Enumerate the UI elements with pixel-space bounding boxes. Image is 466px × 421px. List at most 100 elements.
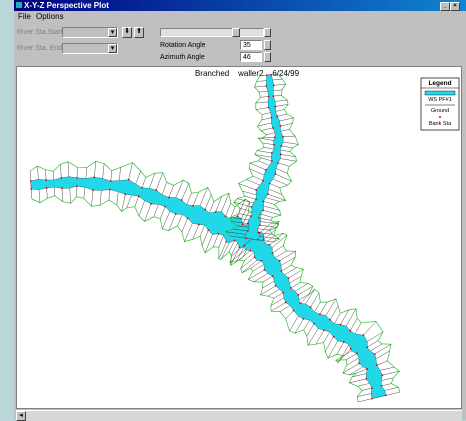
bank-station bbox=[268, 96, 270, 98]
bank-station bbox=[385, 394, 387, 396]
bank-station bbox=[268, 107, 270, 109]
bank-station bbox=[293, 310, 295, 312]
bank-station bbox=[350, 348, 352, 350]
bank-station bbox=[192, 205, 194, 207]
azimuth-angle-value[interactable]: 46 bbox=[240, 52, 262, 62]
bank-station bbox=[273, 144, 275, 146]
bank-station bbox=[254, 256, 256, 258]
rotation-angle-value[interactable]: 35 bbox=[240, 40, 262, 50]
legend-item: WS PF#1 bbox=[428, 97, 452, 103]
bank-station bbox=[262, 180, 264, 182]
bank-station bbox=[371, 398, 373, 400]
slider-thumb[interactable] bbox=[232, 28, 240, 37]
bank-station bbox=[299, 303, 301, 305]
menu-bar: File Options bbox=[14, 11, 466, 22]
bank-station bbox=[155, 189, 157, 191]
bank-station bbox=[356, 353, 358, 355]
horizontal-scrollbar[interactable]: ◂ bbox=[16, 410, 462, 421]
rotation-spinner[interactable] bbox=[264, 40, 271, 50]
bank-station bbox=[276, 115, 278, 117]
plot-area: Branched waller2 6/24/99 Legend WS PF#1 … bbox=[16, 66, 462, 409]
down-button[interactable]: ⬇ bbox=[122, 27, 132, 38]
bank-station bbox=[275, 173, 277, 175]
river-drawing bbox=[30, 74, 400, 402]
menu-file[interactable]: File bbox=[18, 11, 31, 22]
bank-station bbox=[204, 209, 206, 211]
bank-station bbox=[376, 364, 378, 366]
bank-station bbox=[271, 117, 273, 119]
plot-title: Branched waller2 6/24/99 bbox=[195, 69, 300, 78]
bank-station bbox=[243, 245, 245, 247]
bank-station bbox=[282, 136, 284, 138]
bank-station bbox=[92, 189, 94, 191]
bank-station bbox=[288, 277, 290, 279]
bank-station bbox=[249, 250, 251, 252]
bank-station bbox=[262, 200, 264, 202]
legend-item: Bank Sta bbox=[429, 121, 452, 127]
bank-station bbox=[279, 260, 281, 262]
bank-station bbox=[45, 179, 47, 181]
bank-station bbox=[382, 374, 384, 376]
bank-station bbox=[60, 177, 62, 179]
bank-station bbox=[257, 239, 259, 241]
bank-station bbox=[272, 127, 274, 129]
bank-station bbox=[225, 241, 227, 243]
legend-swatch-ws bbox=[425, 91, 455, 95]
river-sta-start-label: River Sta.Start: bbox=[17, 29, 64, 36]
bank-station bbox=[280, 145, 282, 147]
bank-station bbox=[109, 189, 111, 191]
close-button[interactable]: × bbox=[450, 2, 460, 11]
bank-station bbox=[366, 346, 368, 348]
bank-station bbox=[30, 180, 32, 182]
bank-station bbox=[265, 85, 267, 87]
water-surface bbox=[244, 233, 386, 399]
app-window: X-Y-Z Perspective Plot _ × File Options … bbox=[14, 0, 466, 420]
bank-station bbox=[141, 187, 143, 189]
bank-station bbox=[323, 329, 325, 331]
bank-station bbox=[175, 213, 177, 215]
bank-station bbox=[257, 231, 259, 233]
combo-arrow[interactable]: ▾ bbox=[108, 28, 117, 37]
bank-station bbox=[255, 189, 257, 191]
bank-station bbox=[259, 224, 261, 226]
bank-station bbox=[269, 244, 271, 246]
azimuth-spinner[interactable] bbox=[264, 52, 271, 62]
page: X-Y-Z Perspective Plot _ × File Options … bbox=[0, 0, 466, 420]
minimize-button[interactable]: _ bbox=[440, 2, 450, 11]
combo-arrow[interactable]: ▾ bbox=[108, 44, 117, 53]
river-sta-end-label: River Sta. End: bbox=[17, 45, 64, 52]
slider-arrow[interactable] bbox=[264, 28, 271, 37]
legend-swatch-bank bbox=[439, 116, 441, 118]
bank-station bbox=[207, 229, 209, 231]
bank-station bbox=[280, 125, 282, 127]
bank-station bbox=[271, 152, 273, 154]
bank-station bbox=[266, 74, 268, 76]
bank-station bbox=[319, 313, 321, 315]
rotation-slider[interactable] bbox=[160, 28, 264, 37]
app-icon bbox=[16, 2, 22, 8]
menu-options[interactable]: Options bbox=[36, 11, 64, 22]
bank-station bbox=[261, 260, 263, 262]
bank-station bbox=[277, 162, 279, 164]
bank-station bbox=[198, 224, 200, 226]
bank-station bbox=[362, 334, 364, 336]
bank-station bbox=[76, 177, 78, 179]
bank-station bbox=[381, 385, 383, 387]
bank-station bbox=[272, 275, 274, 277]
bank-station bbox=[371, 387, 373, 389]
bank-station bbox=[181, 199, 183, 201]
window-title: X-Y-Z Perspective Plot bbox=[24, 1, 109, 10]
bank-station bbox=[274, 136, 276, 138]
bank-station bbox=[61, 187, 63, 189]
bank-station bbox=[168, 197, 170, 199]
bank-station bbox=[358, 362, 360, 364]
bank-station bbox=[297, 294, 299, 296]
bank-station bbox=[218, 233, 220, 235]
bank-station bbox=[313, 323, 315, 325]
bank-station bbox=[215, 211, 217, 213]
bank-station bbox=[124, 193, 126, 195]
bank-station bbox=[247, 230, 249, 232]
up-button[interactable]: ⬆ bbox=[134, 27, 144, 38]
bank-station bbox=[258, 217, 260, 219]
bank-station bbox=[272, 95, 274, 97]
